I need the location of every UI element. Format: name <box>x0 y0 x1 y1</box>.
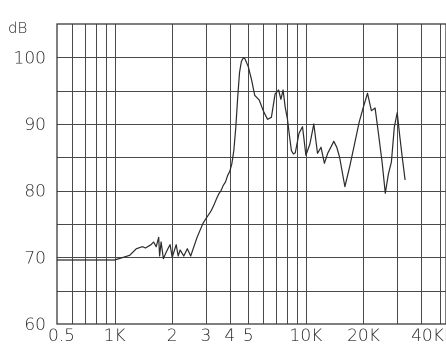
x-tick-label: 10K <box>290 326 323 346</box>
x-tick-label: 1K <box>104 326 126 346</box>
x-tick-label: 5 <box>243 326 254 346</box>
y-tick-label: 90 <box>24 115 46 135</box>
y-tick-label: 100 <box>14 48 46 68</box>
x-tick-label: 3 <box>200 326 211 346</box>
x-tick-label: 4 <box>224 326 235 346</box>
x-tick-labels: 0.5 1K 2 345 10K 20K 40KHz <box>48 326 446 346</box>
y-tick-labels: 100 90 80 70 60 <box>14 48 46 335</box>
x-tick-label: 0.5 <box>48 326 75 346</box>
x-tick-label: 2 <box>167 326 178 346</box>
x-tick-label: 40KHz <box>411 326 446 346</box>
response-curve <box>57 57 406 261</box>
y-tick-label: 70 <box>24 248 46 268</box>
y-axis-label: dB <box>8 19 27 37</box>
y-tick-label: 60 <box>24 315 46 335</box>
x-tick-label: 20K <box>347 326 380 346</box>
plot-frame <box>56 23 446 325</box>
grid <box>57 24 446 324</box>
y-tick-label: 80 <box>24 182 46 202</box>
